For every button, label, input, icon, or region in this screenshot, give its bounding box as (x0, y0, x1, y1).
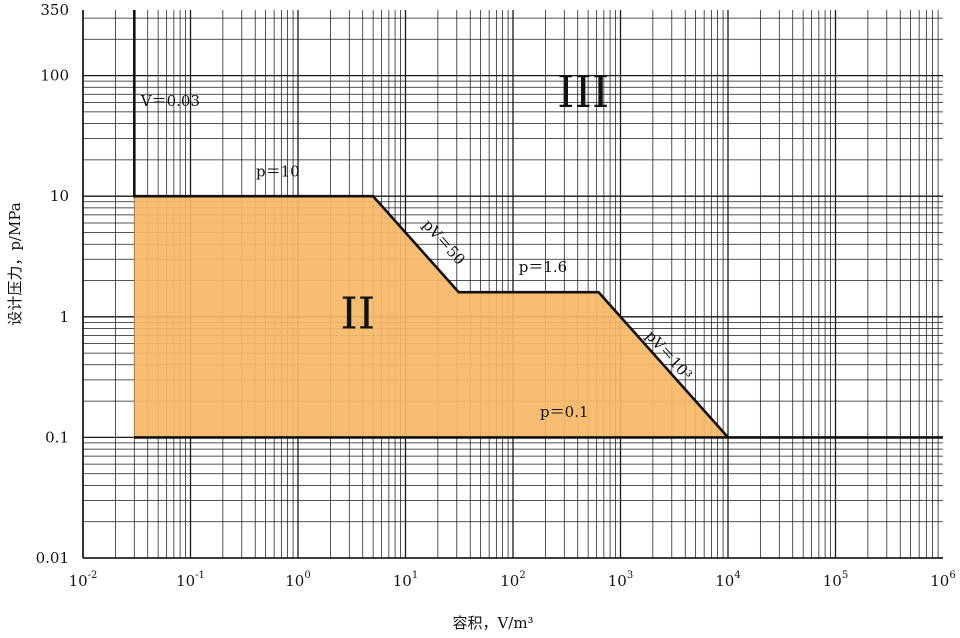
y-tick-labels: 0.01 0.1 1 10 100 350 (36, 1, 69, 567)
x-tick-label: 100 (285, 570, 310, 590)
annotation-label: p＝1.6 (519, 258, 567, 276)
x-tick-exponent: 6 (949, 570, 955, 581)
x-tick-label: 103 (608, 570, 633, 590)
y-tick-label: 0.1 (45, 428, 69, 446)
x-tick-base: 10 (823, 572, 842, 590)
x-axis-label: 容积，V/m³ (452, 614, 533, 632)
region-label: II (340, 288, 375, 339)
x-tick-label: 104 (715, 570, 740, 590)
annotation-label: p＝10 (256, 163, 300, 181)
region-label: III (557, 67, 609, 118)
x-tick-exponent: 5 (842, 570, 848, 581)
x-tick-base: 10 (715, 572, 734, 590)
annotation-label: p＝0.1 (540, 403, 588, 421)
x-tick-label: 105 (823, 570, 848, 590)
x-tick-base: 10 (930, 572, 949, 590)
annotation-label: V＝0.03 (140, 92, 200, 110)
x-tick-exponent: 2 (519, 570, 525, 581)
axes-frame (82, 10, 943, 559)
x-tick-labels: 10-2 10-1 100 101 102 103 104 105 106 (69, 570, 956, 590)
x-tick-label: 106 (930, 570, 955, 590)
x-tick-base: 10 (69, 572, 88, 590)
y-tick-label: 350 (40, 1, 69, 19)
plot-area (134, 196, 729, 438)
x-tick-exponent: -2 (88, 570, 98, 581)
boundary-lines (133, 10, 943, 439)
y-tick-label: 0.01 (36, 549, 69, 567)
x-tick-base: 10 (176, 572, 195, 590)
x-tick-base: 10 (608, 572, 627, 590)
y-tick-label: 100 (40, 67, 69, 85)
y-axis-label: 设计压力，p/MPa (6, 202, 24, 325)
x-tick-base: 10 (393, 572, 412, 590)
x-tick-exponent: 0 (304, 570, 310, 581)
y-tick-label: 1 (59, 308, 69, 326)
x-tick-base: 10 (285, 572, 304, 590)
x-tick-label: 101 (393, 570, 418, 590)
x-tick-label: 10-1 (176, 570, 205, 590)
region-ii-area (134, 196, 729, 438)
boundary-line (133, 10, 729, 439)
x-tick-base: 10 (500, 572, 519, 590)
y-tick-label: 10 (50, 187, 69, 205)
x-tick-exponent: 3 (627, 570, 633, 581)
x-tick-exponent: 4 (734, 570, 740, 581)
x-tick-exponent: -1 (195, 570, 205, 581)
x-tick-label: 102 (500, 570, 525, 590)
x-tick-exponent: 1 (412, 570, 418, 581)
x-tick-label: 10-2 (69, 570, 98, 590)
